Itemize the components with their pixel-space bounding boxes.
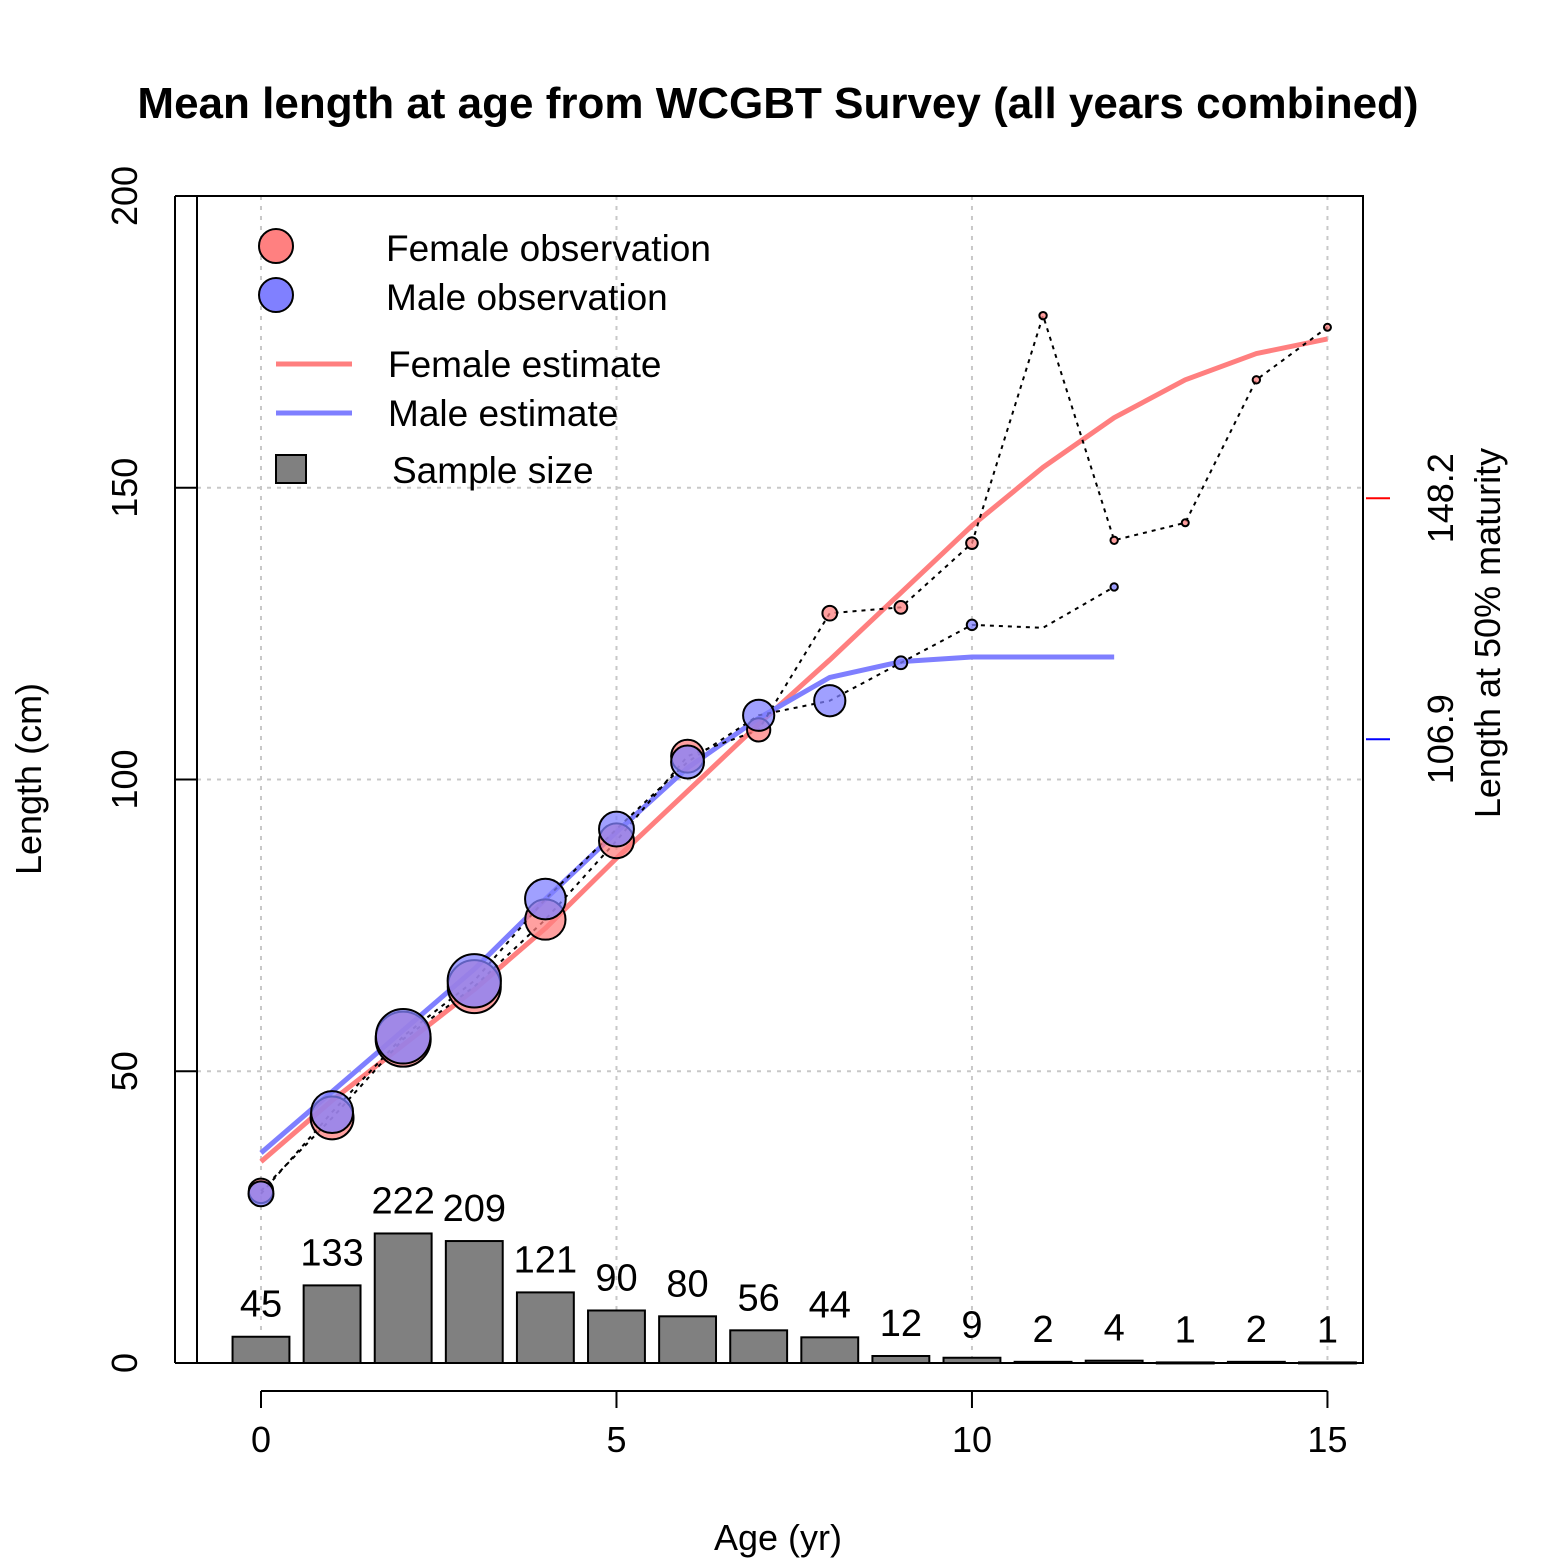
x-tick-label-15: 15 bbox=[1307, 1419, 1347, 1460]
female-obs-point-age-11 bbox=[1038, 310, 1048, 321]
y-tick-label-100: 100 bbox=[104, 749, 145, 809]
sample-label-age-2: 222 bbox=[371, 1180, 434, 1222]
female-maturity-label: 148.2 bbox=[1420, 453, 1461, 543]
female-obs-point-age-12 bbox=[1109, 535, 1119, 545]
sample-label-age-9: 12 bbox=[880, 1303, 922, 1345]
female-obs-point-age-8 bbox=[821, 604, 839, 622]
sample-label-age-7: 56 bbox=[738, 1277, 780, 1319]
sample-bar-age-0 bbox=[231, 1335, 291, 1365]
male-obs-point-age-8 bbox=[813, 684, 847, 718]
male-obs-point-age-5 bbox=[598, 810, 635, 848]
legend-female_obs-symbol bbox=[258, 228, 294, 264]
female-obs-point-age-9 bbox=[893, 599, 909, 615]
male-obs-point-age-0 bbox=[247, 1180, 275, 1208]
x-tick-label-5: 5 bbox=[606, 1419, 626, 1460]
x-tick-label-0: 0 bbox=[251, 1419, 271, 1460]
male-obs-point-age-9 bbox=[893, 655, 909, 671]
y-tick-label-150: 150 bbox=[104, 458, 145, 518]
y-tick-label-50: 50 bbox=[104, 1051, 145, 1091]
sample-label-age-14: 2 bbox=[1246, 1309, 1267, 1351]
male-obs-point-age-2 bbox=[374, 1007, 432, 1065]
y-axis-title: Length (cm) bbox=[8, 683, 49, 875]
male-maturity-label: 106.9 bbox=[1420, 694, 1461, 784]
male-obs-point-age-12 bbox=[1109, 582, 1119, 592]
y-tick-label-200: 200 bbox=[104, 166, 145, 226]
sample-label-age-8: 44 bbox=[809, 1284, 851, 1326]
y-tick-label-0: 0 bbox=[104, 1353, 145, 1373]
sample-bar-age-8 bbox=[800, 1336, 860, 1365]
x-tick-label-10: 10 bbox=[952, 1419, 992, 1460]
right-maturity-axis: 148.2 106.9 bbox=[1366, 453, 1461, 784]
male-obs-point-age-10 bbox=[965, 618, 979, 632]
legend-sample-symbol bbox=[275, 454, 307, 484]
male-obs-point-age-4 bbox=[524, 877, 567, 921]
sample-bar-age-2 bbox=[373, 1232, 433, 1365]
legend-female_obs-label: Female observation bbox=[386, 228, 711, 269]
sample-label-age-5: 90 bbox=[595, 1257, 637, 1299]
right-axis-title: Length at 50% maturity bbox=[1467, 448, 1508, 818]
sample-label-age-1: 133 bbox=[300, 1232, 363, 1274]
male-observation-line bbox=[260, 586, 1115, 1195]
female-observation-line bbox=[260, 312, 1329, 1192]
x-axis-title: Age (yr) bbox=[714, 1517, 842, 1558]
observation-lines bbox=[260, 312, 1329, 1195]
sample-size-bars bbox=[231, 1232, 1357, 1365]
y-axis: 0 50 100 150 200 bbox=[104, 166, 197, 1373]
sample-label-age-13: 1 bbox=[1175, 1309, 1196, 1351]
sample-label-age-6: 80 bbox=[666, 1263, 708, 1305]
legend: Female observation Male observation Female… bbox=[258, 228, 711, 491]
sample-bar-age-4 bbox=[515, 1291, 575, 1364]
legend-male_obs-label: Male observation bbox=[386, 277, 668, 318]
observation-points bbox=[247, 310, 1332, 1208]
sample-bar-age-9 bbox=[871, 1354, 931, 1365]
female-obs-point-age-10 bbox=[965, 536, 979, 550]
male-estimate-line bbox=[259, 654, 1115, 1155]
sample-label-age-4: 121 bbox=[514, 1239, 577, 1281]
sample-bar-age-6 bbox=[658, 1315, 718, 1364]
sample-label-age-12: 4 bbox=[1104, 1308, 1125, 1350]
sample-label-age-3: 209 bbox=[443, 1188, 506, 1230]
legend-male_est-label: Male estimate bbox=[388, 393, 618, 434]
female-obs-point-age-13 bbox=[1180, 518, 1190, 528]
sample-bar-age-5 bbox=[587, 1309, 646, 1364]
male-obs-point-age-1 bbox=[310, 1090, 355, 1135]
sample-label-age-15: 1 bbox=[1317, 1309, 1338, 1351]
chart-title: Mean length at age from WCGBT Survey (al… bbox=[137, 79, 1418, 128]
sample-bar-age-3 bbox=[444, 1240, 504, 1364]
sample-bar-age-1 bbox=[302, 1284, 362, 1365]
legend-sample-label: Sample size bbox=[392, 450, 594, 491]
male-obs-point-age-3 bbox=[446, 953, 502, 1009]
legend-female_est-label: Female estimate bbox=[388, 344, 662, 385]
male-obs-point-age-7 bbox=[742, 698, 776, 732]
x-axis: 0 5 10 15 bbox=[251, 1390, 1347, 1460]
sample-label-age-11: 2 bbox=[1032, 1309, 1053, 1351]
legend-male_obs-symbol bbox=[258, 277, 294, 313]
female-obs-point-age-15 bbox=[1322, 322, 1332, 332]
sample-label-age-10: 9 bbox=[961, 1305, 982, 1347]
male-obs-point-age-6 bbox=[670, 744, 706, 780]
female-obs-point-age-14 bbox=[1251, 375, 1262, 385]
female-estimate-line bbox=[259, 336, 1328, 1164]
sample-label-age-0: 45 bbox=[240, 1284, 282, 1326]
sample-bar-age-7 bbox=[729, 1329, 789, 1364]
